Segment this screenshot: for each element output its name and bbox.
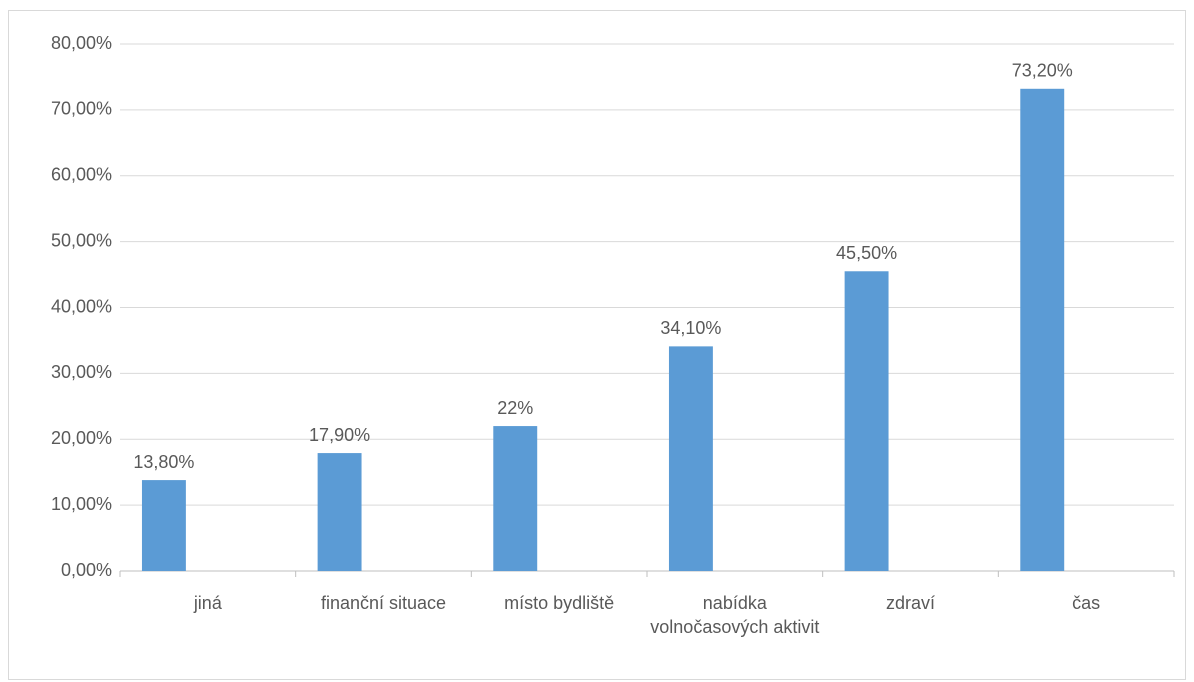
chart-border <box>8 10 1186 680</box>
y-tick-label: 10,00% <box>51 494 112 514</box>
y-tick-label: 0,00% <box>61 560 112 580</box>
y-tick-label: 20,00% <box>51 428 112 448</box>
data-label: 34,10% <box>660 318 721 338</box>
data-label: 45,50% <box>836 243 897 263</box>
x-tick-label: nabídka volnočasových aktivit <box>650 593 820 637</box>
x-tick-label: zdraví <box>885 593 935 613</box>
y-tick-label: 80,00% <box>51 33 112 53</box>
bar <box>1020 88 1065 572</box>
bar <box>317 453 362 571</box>
bar <box>493 426 538 571</box>
y-tick-label: 40,00% <box>51 296 112 316</box>
y-tick-label: 70,00% <box>51 99 112 119</box>
data-label: 73,20% <box>1012 61 1073 81</box>
data-label: 17,90% <box>309 425 370 445</box>
bar <box>668 346 713 571</box>
x-tick-label: jiná <box>193 593 222 613</box>
data-label: 22% <box>497 398 533 418</box>
y-tick-label: 60,00% <box>51 165 112 185</box>
x-tick-label: místo bydliště <box>504 593 615 613</box>
y-tick-label: 50,00% <box>51 230 112 250</box>
bar <box>844 271 889 571</box>
data-label: 13,80% <box>133 452 194 472</box>
bar <box>141 480 186 571</box>
x-tick-label: finanční situace <box>320 593 447 613</box>
x-tick-label: čas <box>1072 593 1101 613</box>
y-tick-label: 30,00% <box>51 362 112 382</box>
